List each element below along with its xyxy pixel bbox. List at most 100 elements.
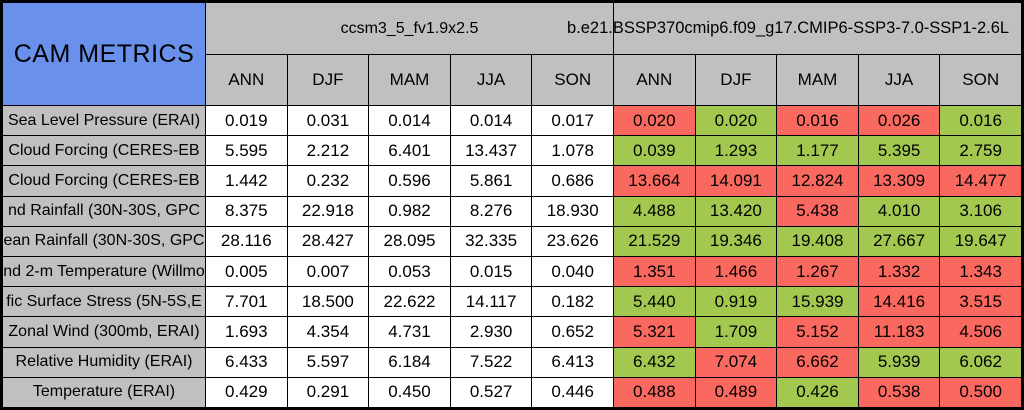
data-cell: 6.062 (940, 347, 1022, 378)
data-cell: 0.291 (287, 377, 370, 408)
data-cell: 0.538 (858, 377, 941, 408)
data-cell: 0.982 (369, 196, 451, 227)
data-cell: 27.667 (858, 226, 941, 257)
data-cell: 0.686 (532, 166, 614, 197)
data-cell: 32.335 (450, 226, 533, 257)
data-cell: 13.437 (450, 136, 533, 167)
data-cell: 5.861 (450, 166, 533, 197)
season-header-g1-son: SON (532, 55, 614, 106)
data-cell: 5.597 (287, 347, 370, 378)
data-cell: 1.343 (940, 257, 1022, 288)
season-header-g2-djf: DJF (695, 55, 778, 106)
data-cell: 11.183 (858, 317, 941, 348)
data-cell: 0.005 (206, 257, 288, 288)
metric-row-label: Temperature (ERAI) (3, 377, 206, 408)
data-cell: 1.693 (206, 317, 288, 348)
data-cell: 0.007 (287, 257, 370, 288)
data-cell: 28.095 (369, 226, 451, 257)
season-header-g2-son: SON (940, 55, 1022, 106)
metric-row-label: Cloud Forcing (CERES-EB (3, 136, 206, 167)
metric-row-label: Zonal Wind (300mb, ERAI) (3, 317, 206, 348)
model-name-2: b.e21.BSSP370cmip6.f09_g17.CMIP6-SSP3-7.… (566, 19, 1010, 37)
season-header-g1-mam: MAM (369, 55, 451, 106)
data-cell: 2.930 (450, 317, 533, 348)
data-cell: 5.395 (858, 136, 941, 167)
data-cell: 8.276 (450, 196, 533, 227)
data-cell: 23.626 (532, 226, 614, 257)
data-cell: 0.446 (532, 377, 614, 408)
data-cell: 0.014 (450, 106, 533, 137)
data-cell: 0.020 (695, 106, 778, 137)
metric-row-label: Cloud Forcing (CERES-EB (3, 166, 206, 197)
data-cell: 1.078 (532, 136, 614, 167)
data-cell: 1.293 (695, 136, 778, 167)
data-cell: 28.427 (287, 226, 370, 257)
data-cell: 0.527 (450, 377, 533, 408)
metric-row-label: ean Rainfall (30N-30S, GPC (3, 226, 206, 257)
data-cell: 0.450 (369, 377, 451, 408)
season-header-g1-djf: DJF (287, 55, 370, 106)
data-cell: 19.408 (777, 226, 859, 257)
data-cell: 5.152 (777, 317, 859, 348)
data-cell: 13.420 (695, 196, 778, 227)
data-cell: 0.500 (940, 377, 1022, 408)
data-cell: 6.432 (613, 347, 696, 378)
season-header-g2-mam: MAM (777, 55, 859, 106)
data-cell: 0.488 (613, 377, 696, 408)
data-cell: 14.416 (858, 287, 941, 318)
data-cell: 1.267 (777, 257, 859, 288)
data-cell: 0.039 (613, 136, 696, 167)
data-cell: 1.332 (858, 257, 941, 288)
data-cell: 18.500 (287, 287, 370, 318)
data-cell: 4.731 (369, 317, 451, 348)
data-cell: 5.939 (858, 347, 941, 378)
data-cell: 0.015 (450, 257, 533, 288)
data-cell: 0.232 (287, 166, 370, 197)
table-title: CAM METRICS (13, 39, 195, 68)
data-cell: 0.426 (777, 377, 859, 408)
season-header-g2-jja: JJA (858, 55, 941, 106)
data-cell: 5.438 (777, 196, 859, 227)
data-cell: 12.824 (777, 166, 859, 197)
data-cell: 1.177 (777, 136, 859, 167)
data-cell: 7.522 (450, 347, 533, 378)
data-cell: 0.020 (613, 106, 696, 137)
data-cell: 18.930 (532, 196, 614, 227)
data-cell: 3.106 (940, 196, 1022, 227)
data-cell: 0.016 (777, 106, 859, 137)
data-cell: 6.662 (777, 347, 859, 378)
data-cell: 6.401 (369, 136, 451, 167)
data-cell: 13.309 (858, 166, 941, 197)
model-header-2: b.e21.BSSP370cmip6.f09_g17.CMIP6-SSP3-7.… (567, 3, 1022, 55)
table-title-cell: CAM METRICS (3, 3, 206, 106)
season-header-g2-ann: ANN (613, 55, 696, 106)
data-cell: 6.184 (369, 347, 451, 378)
data-cell: 0.596 (369, 166, 451, 197)
data-cell: 4.488 (613, 196, 696, 227)
data-cell: 0.014 (369, 106, 451, 137)
data-cell: 0.429 (206, 377, 288, 408)
data-cell: 8.375 (206, 196, 288, 227)
data-cell: 22.622 (369, 287, 451, 318)
data-cell: 0.016 (940, 106, 1022, 137)
data-cell: 4.354 (287, 317, 370, 348)
data-cell: 0.031 (287, 106, 370, 137)
data-cell: 0.489 (695, 377, 778, 408)
data-cell: 5.595 (206, 136, 288, 167)
data-cell: 5.440 (613, 287, 696, 318)
data-cell: 15.939 (777, 287, 859, 318)
data-cell: 1.466 (695, 257, 778, 288)
data-cell: 4.506 (940, 317, 1022, 348)
metric-row-label: Sea Level Pressure (ERAI) (3, 106, 206, 137)
metric-row-label: fic Surface Stress (5N-5S,E (3, 287, 206, 318)
data-cell: 1.709 (695, 317, 778, 348)
data-cell: 0.017 (532, 106, 614, 137)
data-cell: 0.919 (695, 287, 778, 318)
data-cell: 0.019 (206, 106, 288, 137)
data-cell: 21.529 (613, 226, 696, 257)
data-cell: 1.442 (206, 166, 288, 197)
data-cell: 3.515 (940, 287, 1022, 318)
metric-row-label: nd Rainfall (30N-30S, GPC (3, 196, 206, 227)
data-cell: 19.346 (695, 226, 778, 257)
data-cell: 7.701 (206, 287, 288, 318)
